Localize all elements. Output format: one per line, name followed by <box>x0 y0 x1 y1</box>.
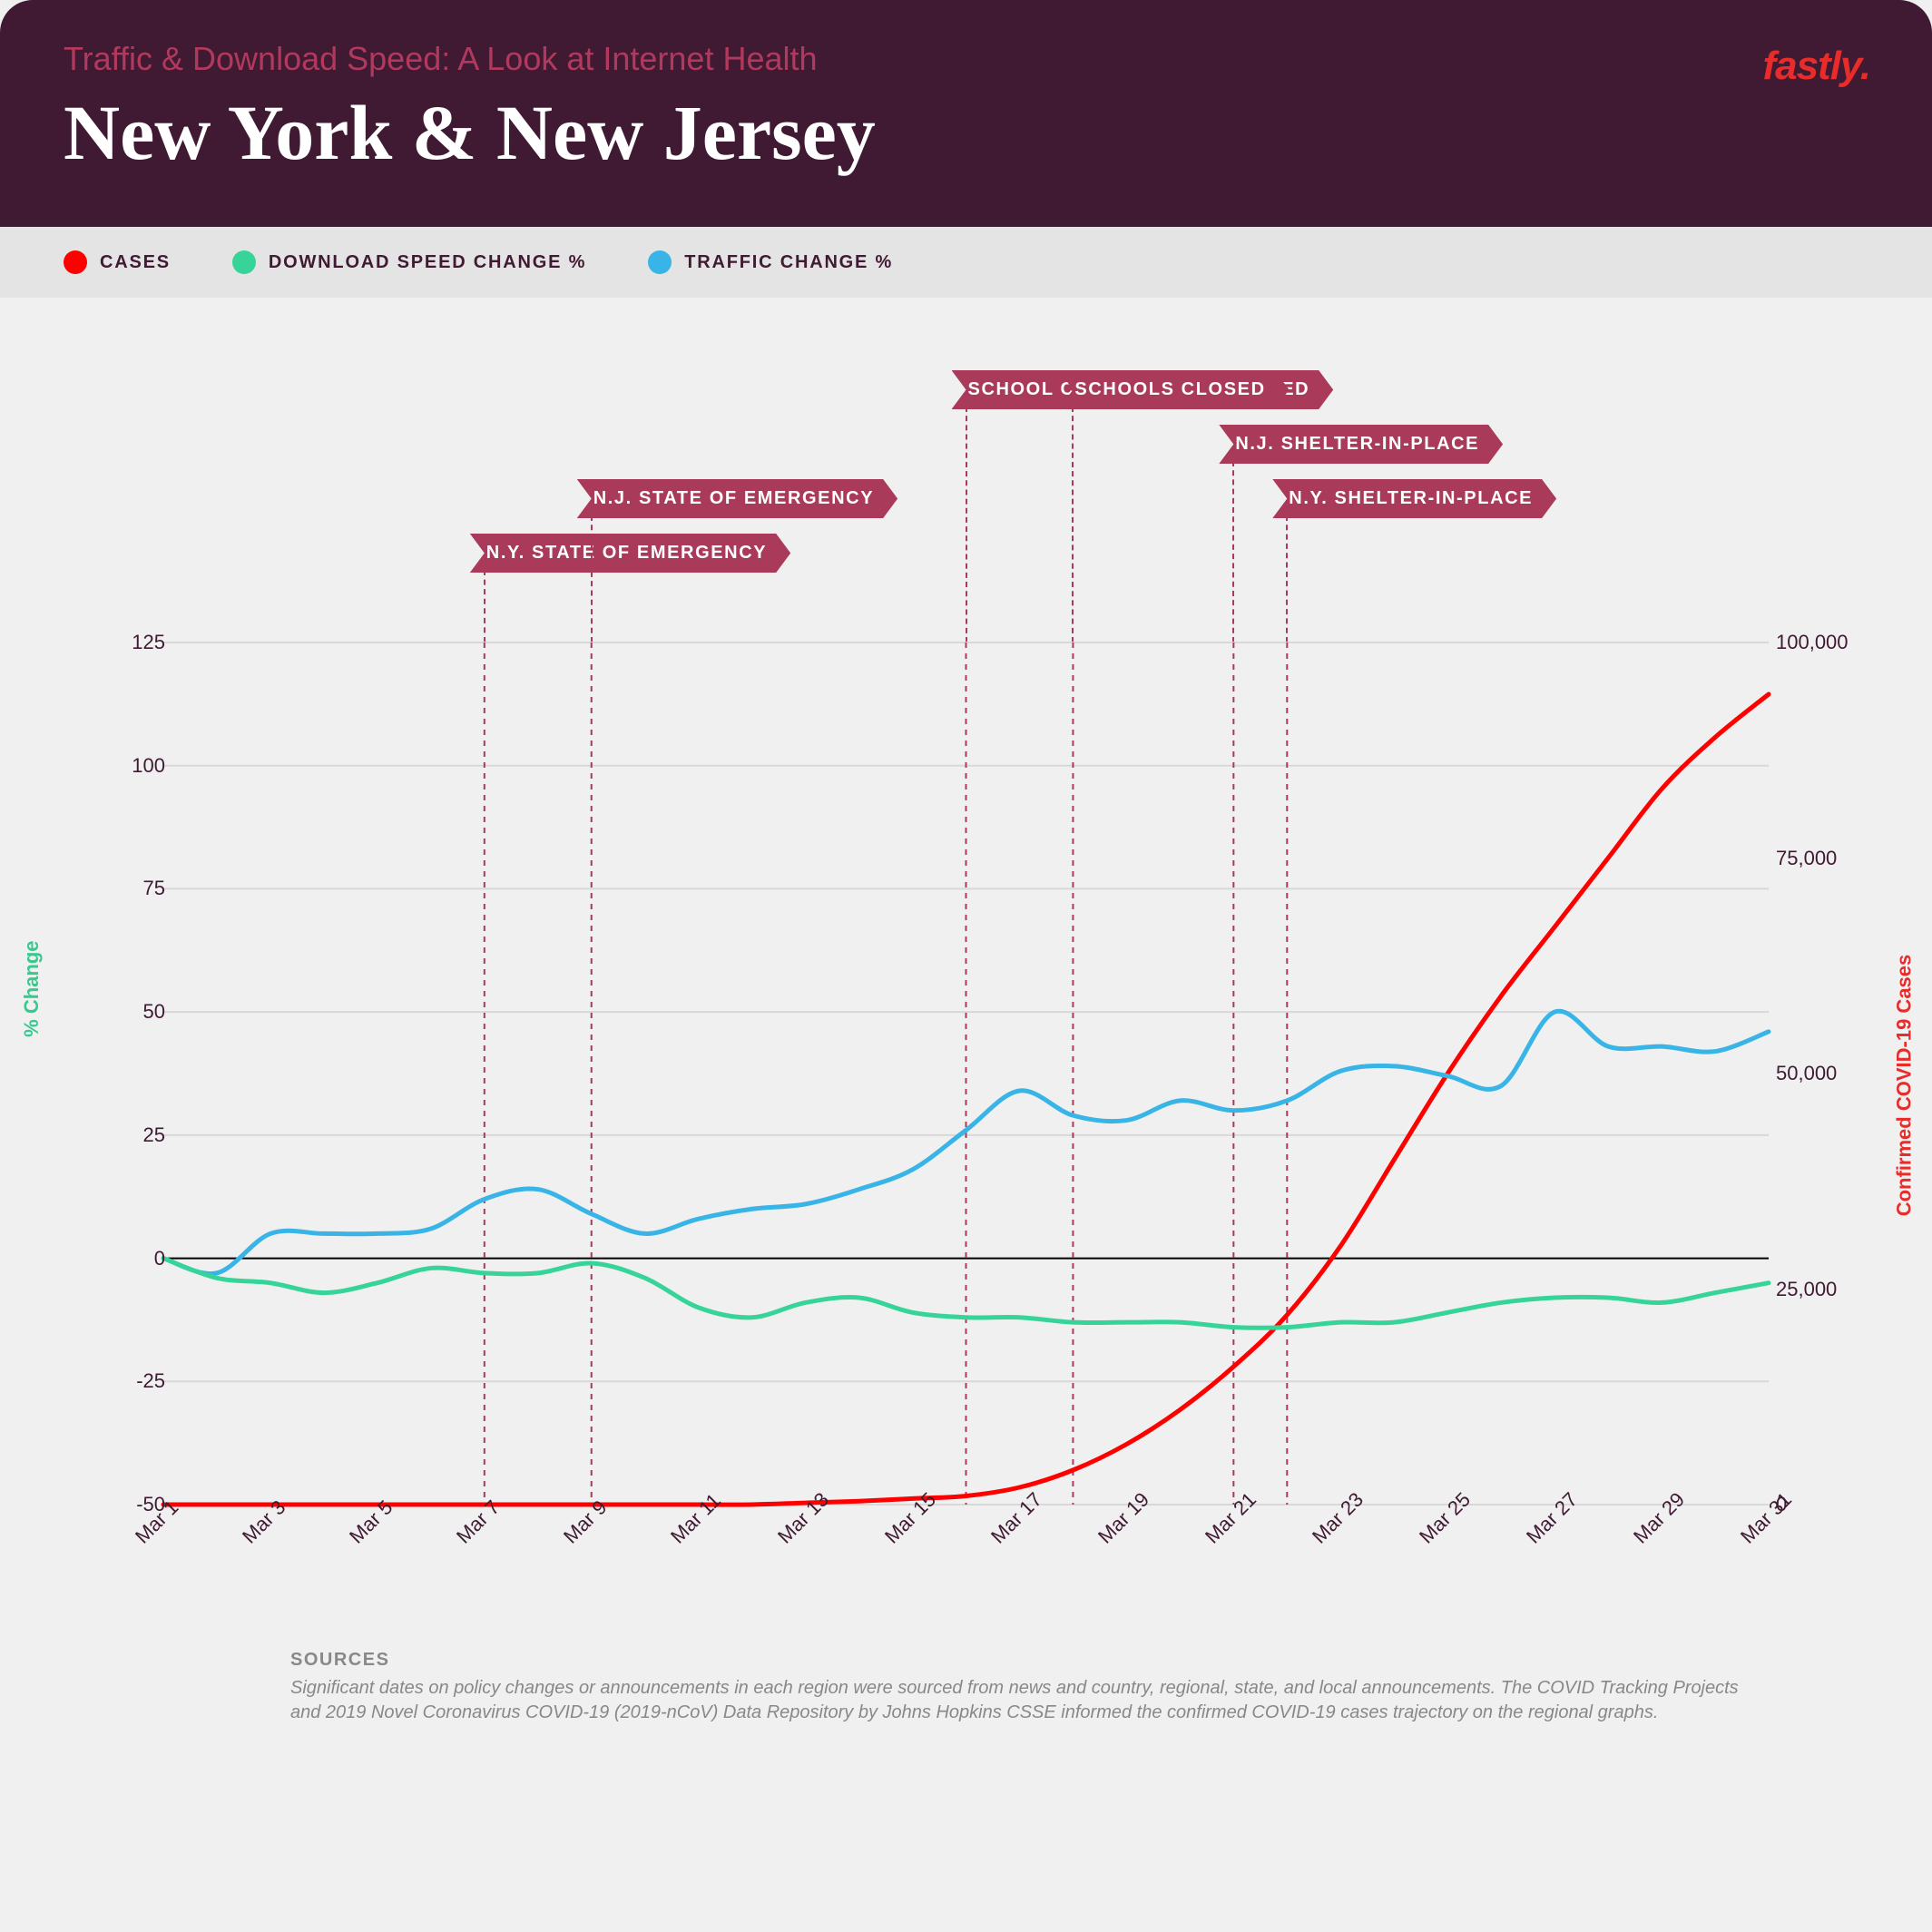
legend-label: CASES <box>100 252 171 273</box>
legend-dot <box>232 250 256 274</box>
y-right-tick: 100,000 <box>1776 631 1867 654</box>
header-title: New York & New Jersey <box>64 87 1868 178</box>
annotation-line <box>1232 461 1234 642</box>
annotations-zone: N.Y. STATE OF EMERGENCY N.J. STATE OF EME… <box>64 370 1868 624</box>
legend-item: DOWNLOAD SPEED CHANGE % <box>232 250 586 274</box>
annotation-flag: N.J. SHELTER-IN-PLACE <box>1219 425 1503 464</box>
annotation-flag: N.J. STATE OF EMERGENCY <box>577 479 897 518</box>
y-left-tick: -25 <box>111 1369 165 1393</box>
y-left-tick: 50 <box>111 1000 165 1024</box>
x-axis-ticks: Mar 1Mar 3Mar 5Mar 7Mar 9Mar 11Mar 13Mar… <box>64 1514 1868 1595</box>
y-left-tick: 125 <box>111 631 165 654</box>
annotation-line <box>1286 515 1288 642</box>
chart-plot: % Change Confirmed COVID-19 Cases -50-25… <box>64 642 1868 1505</box>
y-left-tick: 75 <box>111 877 165 900</box>
annotation-line <box>591 515 593 642</box>
y-right-tick: 25,000 <box>1776 1278 1867 1301</box>
sources-block: SOURCES Significant dates on policy chan… <box>0 1632 1932 1761</box>
legend-item: CASES <box>64 250 171 274</box>
legend-dot <box>64 250 87 274</box>
y-left-tick: 0 <box>111 1247 165 1270</box>
brand-logo: fastly. <box>1762 44 1870 89</box>
annotation-flag: N.Y. STATE OF EMERGENCY <box>470 534 790 573</box>
annotation-flag: SCHOOLS CLOSED <box>1058 370 1289 409</box>
legend-item: TRAFFIC CHANGE % <box>648 250 893 274</box>
annotation-flag: N.Y. SHELTER-IN-PLACE <box>1272 479 1556 518</box>
plot-svg <box>64 642 1868 1505</box>
y-left-tick: 100 <box>111 754 165 778</box>
y-right-tick: 75,000 <box>1776 847 1867 870</box>
series-download <box>163 1259 1769 1329</box>
y-axis-right-label: Confirmed COVID-19 Cases <box>1893 955 1917 1217</box>
y-right-tick: 50,000 <box>1776 1062 1867 1085</box>
annotation-line <box>966 407 967 642</box>
legend: CASES DOWNLOAD SPEED CHANGE % TRAFFIC CHAN… <box>0 227 1932 298</box>
sources-title: SOURCES <box>290 1650 1868 1671</box>
header-subtitle: Traffic & Download Speed: A Look at Inte… <box>64 40 1868 78</box>
chart-area: N.Y. STATE OF EMERGENCY N.J. STATE OF EME… <box>0 298 1932 1632</box>
annotation-line <box>484 570 485 642</box>
header: Traffic & Download Speed: A Look at Inte… <box>0 0 1932 227</box>
legend-dot <box>648 250 672 274</box>
legend-label: DOWNLOAD SPEED CHANGE % <box>269 252 586 273</box>
infographic-container: Traffic & Download Speed: A Look at Inte… <box>0 0 1932 1932</box>
y-left-tick: 25 <box>111 1123 165 1147</box>
legend-label: TRAFFIC CHANGE % <box>684 252 893 273</box>
y-axis-left-label: % Change <box>20 940 44 1036</box>
sources-text: Significant dates on policy changes or a… <box>290 1676 1742 1725</box>
annotation-line <box>1072 407 1074 642</box>
